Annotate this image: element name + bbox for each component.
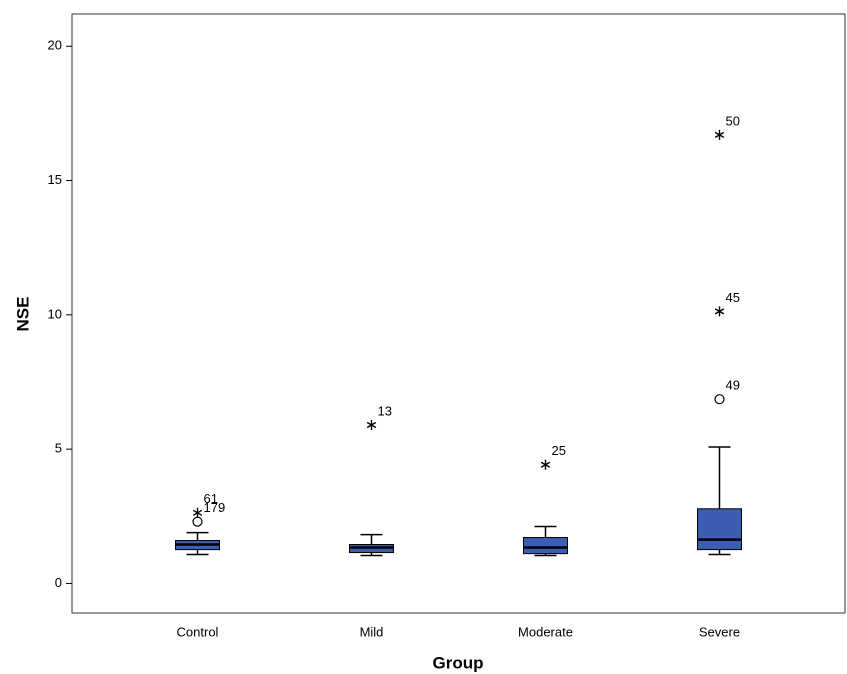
y-tick-label: 5 bbox=[55, 441, 62, 456]
outlier-label: 49 bbox=[726, 378, 740, 393]
x-tick-label: Mild bbox=[360, 624, 384, 639]
y-tick-label: 15 bbox=[48, 172, 62, 187]
outlier-label: 61 bbox=[204, 491, 218, 506]
box bbox=[697, 508, 742, 551]
y-axis-title: NSE bbox=[13, 297, 32, 332]
x-tick-label: Control bbox=[177, 624, 219, 639]
outlier-star bbox=[366, 419, 377, 430]
outlier-star bbox=[540, 459, 551, 470]
box bbox=[523, 537, 568, 555]
y-tick-label: 20 bbox=[48, 38, 62, 53]
outlier-label: 179 bbox=[204, 500, 226, 515]
outlier-circle bbox=[192, 516, 203, 527]
outlier-star bbox=[714, 306, 725, 317]
y-tick-label: 0 bbox=[55, 575, 62, 590]
outlier-star bbox=[714, 129, 725, 140]
outlier-label: 13 bbox=[378, 403, 392, 418]
outlier-label: 25 bbox=[552, 443, 566, 458]
x-tick-label: Severe bbox=[699, 624, 740, 639]
y-tick-label: 10 bbox=[48, 306, 62, 321]
outlier-circle bbox=[714, 394, 725, 405]
outlier-star bbox=[192, 507, 203, 518]
outlier-label: 50 bbox=[726, 113, 740, 128]
outlier-label: 45 bbox=[726, 290, 740, 305]
x-tick-label: Moderate bbox=[518, 624, 573, 639]
x-axis-title: Group bbox=[433, 653, 484, 672]
